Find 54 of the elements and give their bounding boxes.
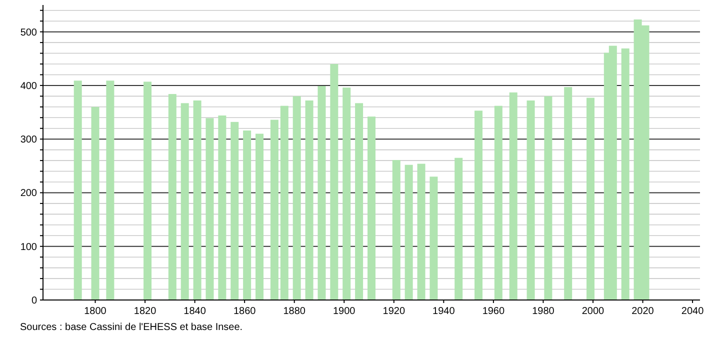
x-tick-label: 2000 [582, 306, 605, 317]
bar [526, 100, 535, 300]
bar [621, 48, 630, 300]
x-tick-label: 1900 [333, 306, 356, 317]
y-tick-label: 200 [20, 188, 38, 200]
x-tick-label: 1840 [184, 306, 206, 317]
bar [168, 94, 176, 300]
bar [494, 106, 502, 300]
bar [270, 120, 278, 300]
bar [305, 100, 314, 300]
bar [318, 86, 326, 300]
bar [193, 100, 202, 300]
bar [280, 106, 288, 300]
x-tick-label: 1920 [382, 306, 406, 317]
bar [330, 64, 338, 300]
bar [355, 103, 364, 300]
x-tick-label: 2040 [681, 306, 704, 317]
x-tick-label: 1880 [283, 306, 306, 317]
bar [292, 96, 301, 300]
x-tick-label: 1980 [532, 306, 555, 317]
x-tick-label: 2020 [632, 306, 654, 317]
bar [368, 116, 376, 300]
bar [342, 88, 351, 300]
x-tick-label: 1820 [134, 306, 157, 317]
bar [256, 134, 264, 300]
x-tick-label: 1800 [84, 306, 107, 317]
bar [392, 160, 400, 300]
y-tick-label: 500 [20, 27, 38, 38]
bar [230, 122, 239, 300]
bar [243, 130, 252, 300]
bar [474, 110, 483, 300]
bar [91, 106, 100, 300]
bar [544, 96, 552, 300]
bar [417, 164, 426, 300]
x-tick-label: 1960 [482, 306, 506, 317]
bar [586, 98, 594, 300]
y-tick-label: 300 [20, 134, 38, 146]
bar [206, 118, 214, 300]
source-note: Sources : base Cassini de l'EHESS et base Insee. [20, 322, 243, 333]
bar [106, 80, 114, 300]
bar [218, 115, 226, 300]
bar [454, 158, 463, 300]
y-tick-label: 0 [31, 296, 38, 306]
x-tick-label: 1860 [233, 306, 256, 317]
y-tick-label: 400 [20, 80, 38, 92]
bar [404, 164, 413, 300]
bar [564, 87, 572, 300]
bar [74, 80, 82, 300]
bar [430, 176, 438, 300]
y-tick-label: 100 [20, 242, 38, 253]
bar [180, 103, 189, 300]
x-tick-label: 1940 [432, 306, 456, 317]
bar [509, 92, 518, 300]
bar [144, 82, 152, 300]
